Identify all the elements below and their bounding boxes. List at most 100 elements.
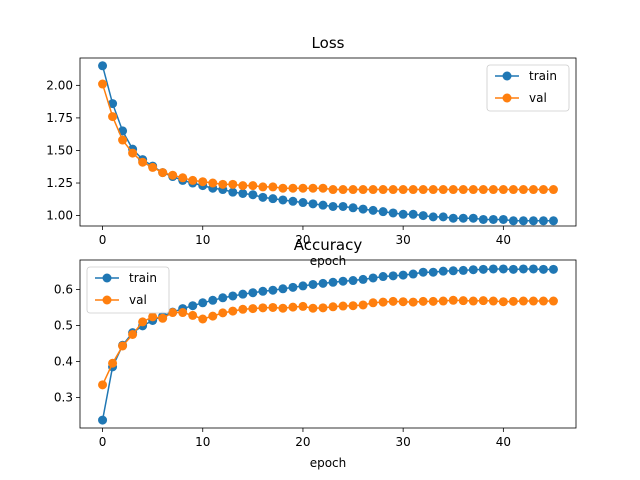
accuracy-val-point — [188, 310, 198, 320]
loss-val-point — [548, 185, 558, 195]
accuracy-train-point — [438, 266, 448, 276]
accuracy-val-point — [538, 296, 548, 306]
accuracy-train-point — [188, 301, 198, 311]
loss-val-point — [318, 183, 328, 193]
accuracy-x-tick-label: 40 — [496, 435, 511, 449]
loss-val-point — [298, 183, 308, 193]
loss-x-tick-label: 30 — [396, 233, 411, 247]
accuracy-train-point — [388, 271, 398, 281]
accuracy-val-point — [248, 304, 258, 314]
accuracy-legend-train-label: train — [129, 271, 157, 285]
accuracy-val-point — [318, 303, 328, 313]
accuracy-train-point — [258, 286, 268, 296]
loss-val-point — [108, 112, 118, 122]
accuracy-train-line — [101, 268, 554, 421]
loss-val-point — [258, 182, 268, 192]
accuracy-train-point — [368, 273, 378, 283]
loss-val-point — [228, 179, 238, 189]
loss-val-point — [338, 185, 348, 195]
accuracy-train-point — [348, 276, 358, 286]
loss-val-point — [268, 182, 278, 192]
accuracy-train-point — [268, 285, 278, 295]
accuracy-val-point — [228, 306, 238, 316]
accuracy-val-point — [498, 297, 508, 307]
accuracy-val-point — [218, 308, 228, 318]
loss-val-point — [248, 181, 258, 191]
accuracy-val-point — [408, 297, 418, 307]
loss-val-point — [308, 183, 318, 193]
loss-val-point — [438, 185, 448, 195]
accuracy-val-point — [478, 296, 488, 306]
accuracy-val-point — [278, 303, 288, 313]
accuracy-val-point — [108, 358, 118, 368]
loss-val-point — [238, 181, 248, 191]
accuracy-val-point — [198, 314, 208, 324]
loss-val-point — [278, 183, 288, 193]
accuracy-plot-area: 0 10 20 30 40 0.3 0.4 0.5 0.6 train val — [54, 259, 577, 449]
accuracy-train-point — [328, 277, 338, 287]
accuracy-train-point — [518, 264, 528, 274]
loss-y-tick-label: 1.25 — [46, 176, 73, 190]
accuracy-val-point — [268, 302, 278, 312]
loss-val-point — [168, 170, 178, 180]
loss-val-point — [428, 185, 438, 195]
accuracy-x-tick-label: 20 — [295, 435, 310, 449]
loss-train-point — [328, 201, 338, 211]
loss-val-point — [518, 185, 528, 195]
accuracy-y-tick-label: 0.3 — [54, 390, 73, 404]
loss-train-point — [478, 214, 488, 224]
accuracy-x-tick-label: 30 — [396, 435, 411, 449]
loss-train-point — [438, 212, 448, 222]
loss-val-point — [328, 185, 338, 195]
accuracy-val-point — [378, 297, 388, 307]
loss-legend-train-marker — [502, 71, 512, 81]
loss-legend-val-label: val — [529, 91, 547, 105]
loss-val-point — [158, 168, 168, 178]
loss-val-point — [508, 185, 518, 195]
loss-val-point — [358, 185, 368, 195]
accuracy-train-point — [468, 265, 478, 275]
accuracy-val-point — [338, 301, 348, 311]
loss-val-point — [378, 185, 388, 195]
loss-train-point — [298, 198, 308, 208]
loss-val-point — [288, 183, 298, 193]
loss-val-point — [188, 175, 198, 185]
accuracy-val-point — [128, 329, 138, 339]
accuracy-val-point — [328, 302, 338, 312]
loss-x-tick-label: 0 — [99, 233, 107, 247]
accuracy-y-tick-label: 0.6 — [54, 282, 73, 296]
loss-train-point — [278, 195, 288, 205]
accuracy-train-point — [238, 289, 248, 299]
accuracy-train-point — [408, 269, 418, 279]
accuracy-val-point — [368, 298, 378, 308]
loss-val-point — [208, 178, 218, 188]
accuracy-val-point — [458, 296, 468, 306]
loss-title: Loss — [312, 34, 345, 52]
loss-val-point — [118, 135, 128, 145]
accuracy-legend-val-label: val — [129, 293, 147, 307]
loss-val-point — [408, 185, 418, 195]
accuracy-title: Accuracy — [294, 236, 363, 254]
accuracy-val-point — [238, 304, 248, 314]
accuracy-train-point — [318, 278, 328, 288]
accuracy-train-point — [198, 298, 208, 308]
loss-val-point — [368, 185, 378, 195]
accuracy-val-point — [428, 296, 438, 306]
loss-val-point — [488, 185, 498, 195]
accuracy-train-point — [248, 288, 258, 298]
accuracy-val-point — [118, 341, 128, 351]
accuracy-val-point — [468, 296, 478, 306]
loss-train-point — [538, 216, 548, 226]
loss-legend: train val — [486, 64, 570, 112]
loss-y-tick-label: 1.00 — [46, 209, 73, 223]
loss-val-point — [398, 185, 408, 195]
accuracy-val-point — [488, 296, 498, 306]
accuracy-panel: 0 10 20 30 40 0.3 0.4 0.5 0.6 train val epoch — [54, 259, 577, 470]
accuracy-train-point — [538, 264, 548, 274]
loss-y-tick-label: 1.50 — [46, 143, 73, 157]
loss-legend-train-label: train — [529, 69, 557, 83]
loss-val-point — [178, 173, 188, 183]
accuracy-train-point — [478, 264, 488, 274]
loss-train-point — [98, 61, 108, 71]
